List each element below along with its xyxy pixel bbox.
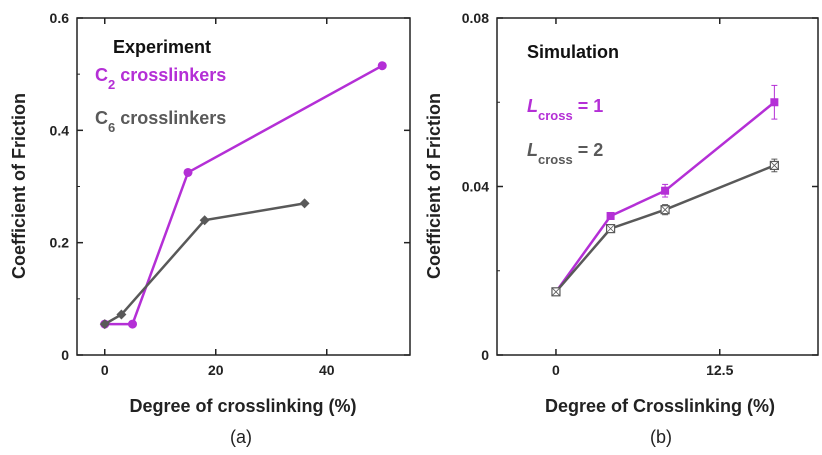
y-tick-label: 0.6 <box>50 10 70 26</box>
legend-title: Simulation <box>527 42 619 62</box>
data-point-cross <box>606 224 615 233</box>
series-line <box>104 202 305 326</box>
panel-a: 0 0.2 0.4 0.6 0 20 40 Degree of crosslinking (%… <box>9 10 411 447</box>
data-point <box>183 167 193 177</box>
x-tick-label: 0 <box>552 362 560 378</box>
data-point-cross <box>551 287 561 297</box>
data-point <box>199 215 210 226</box>
legend-entry: Lcross = 2 <box>527 140 603 167</box>
x-axis-title: Degree of Crosslinking (%) <box>545 396 775 416</box>
y-tick-label: 0.08 <box>462 10 489 26</box>
y-tick-label: 0.04 <box>462 179 489 195</box>
data-point <box>770 98 779 107</box>
y-tick-label: 0.4 <box>50 122 70 138</box>
y-axis-title: Coefficient of Friction <box>424 93 444 279</box>
y-tick-label: 0 <box>61 347 69 363</box>
legend-entry: C2 crosslinkers <box>95 65 226 92</box>
series-line <box>555 164 775 293</box>
x-tick-label: 40 <box>319 362 335 378</box>
panel-caption: (a) <box>230 427 252 447</box>
data-point-cross <box>770 161 779 170</box>
data-point-cross <box>660 205 670 214</box>
legend-title: Experiment <box>113 37 211 57</box>
y-axis-title: Coefficient of Friction <box>9 93 29 279</box>
x-tick-label: 20 <box>208 362 224 378</box>
data-point <box>606 211 615 220</box>
data-point <box>99 319 110 330</box>
x-tick-label: 12.5 <box>706 362 733 378</box>
plot-frame <box>496 17 819 356</box>
series-line <box>554 101 776 293</box>
y-tick-label: 0.2 <box>50 235 70 251</box>
legend-entry: Lcross = 1 <box>527 96 603 123</box>
panel-caption: (b) <box>650 427 672 447</box>
legend-entry: C6 crosslinkers <box>95 108 226 135</box>
data-point <box>116 309 127 320</box>
data-point <box>299 198 310 209</box>
panel-b: 0 0.04 0.08 0 12.5 Degree of Crosslinking (%)… <box>424 10 819 447</box>
series-line <box>104 64 383 326</box>
data-point <box>128 319 137 329</box>
y-tick-label: 0 <box>481 347 489 363</box>
x-tick-label: 0 <box>101 362 109 378</box>
data-point <box>377 61 387 71</box>
x-axis-title: Degree of crosslinking (%) <box>129 396 356 416</box>
data-point <box>661 186 670 195</box>
